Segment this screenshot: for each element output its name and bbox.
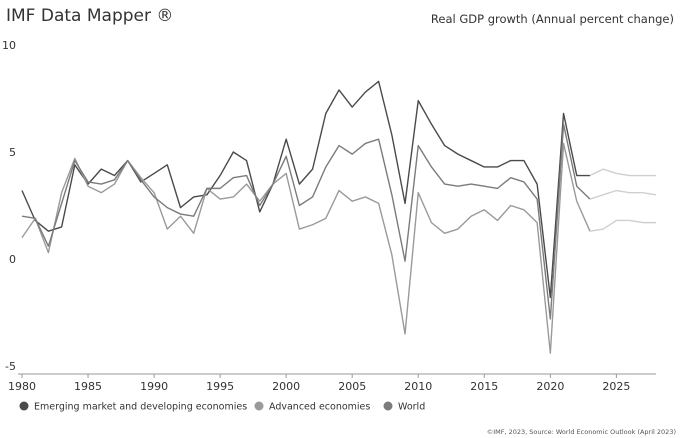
- x-tick-label: 2025: [602, 380, 630, 393]
- legend-label[interactable]: Emerging market and developing economies: [34, 402, 247, 413]
- y-tick-label: 0: [9, 253, 16, 266]
- series-projection-line[interactable]: [589, 168, 656, 177]
- chart-subtitle: Real GDP growth (Annual percent change): [430, 12, 674, 26]
- x-tick-label: 1990: [140, 380, 168, 393]
- legend-label[interactable]: World: [398, 402, 425, 413]
- x-tick-label: 1995: [206, 380, 234, 393]
- x-tick-label: 1980: [8, 380, 36, 393]
- legend-marker[interactable]: [19, 401, 29, 411]
- x-tick-label: 1985: [74, 380, 102, 393]
- series-line[interactable]: [21, 123, 591, 320]
- source-note: ©IMF, 2023, Source: World Economic Outlo…: [486, 428, 676, 436]
- series-line[interactable]: [21, 142, 591, 354]
- legend: Emerging market and developing economies…: [19, 401, 425, 413]
- series-lines: [21, 80, 657, 354]
- chart-axes: -5 0 5 10 1980 1985 1990 1995 2000 2005 2010 2015 20…: [2, 39, 656, 393]
- x-tick-label: 2000: [272, 380, 300, 393]
- x-tick-label: 2015: [470, 380, 498, 393]
- x-tick-label: 2005: [338, 380, 366, 393]
- y-tick-label: -5: [5, 360, 16, 373]
- series-line[interactable]: [21, 80, 590, 299]
- x-tick-label: 2010: [404, 380, 432, 393]
- series-projection-line[interactable]: [589, 219, 656, 232]
- legend-marker[interactable]: [383, 401, 393, 411]
- series-projection-line[interactable]: [589, 189, 657, 200]
- legend-label[interactable]: Advanced economies: [269, 402, 370, 413]
- y-tick-label: 5: [9, 146, 16, 159]
- x-tick-label: 2020: [536, 380, 564, 393]
- legend-marker[interactable]: [254, 401, 264, 411]
- page-title: IMF Data Mapper ®: [6, 6, 174, 26]
- y-tick-label: 10: [2, 39, 16, 52]
